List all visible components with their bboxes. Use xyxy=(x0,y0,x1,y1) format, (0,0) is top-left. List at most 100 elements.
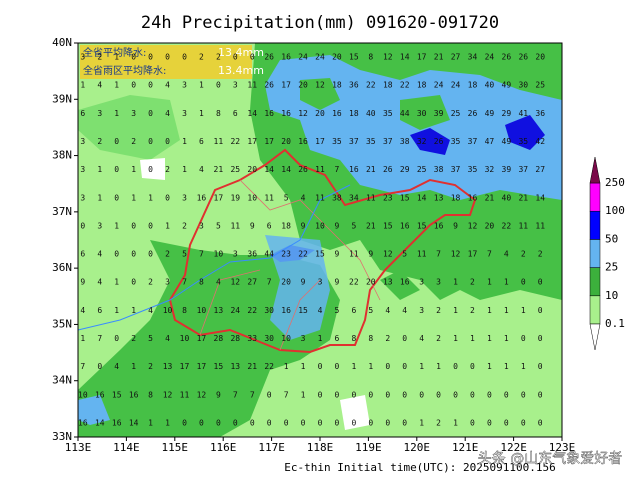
station-value: 25 xyxy=(417,165,427,174)
colorbar-segment xyxy=(589,239,601,268)
station-value: 1 xyxy=(470,334,475,343)
station-value: 14 xyxy=(264,165,274,174)
station-value: 0 xyxy=(402,418,407,427)
station-value: 2 xyxy=(385,334,390,343)
station-value: 26 xyxy=(264,81,274,90)
station-value: 16 xyxy=(400,221,410,230)
station-value: 1 xyxy=(453,306,458,315)
station-value: 0 xyxy=(504,390,509,399)
station-value: 44 xyxy=(264,250,274,259)
station-value: 4 xyxy=(318,306,323,315)
y-tick-label: 38N xyxy=(52,149,72,162)
station-value: 3 xyxy=(233,81,238,90)
station-value: 29 xyxy=(502,109,512,118)
station-value: 28 xyxy=(214,334,224,343)
station-value: 37 xyxy=(349,137,359,146)
station-value: 1 xyxy=(419,418,424,427)
station-value: 4 xyxy=(385,306,390,315)
station-value: 0 xyxy=(165,193,170,202)
no-rain-area xyxy=(340,395,370,430)
station-value: 21 xyxy=(247,362,257,371)
station-value: 4 xyxy=(402,306,407,315)
station-value: 1 xyxy=(453,334,458,343)
station-value: 16 xyxy=(349,165,359,174)
station-value: 2 xyxy=(436,306,441,315)
y-tick-label: 39N xyxy=(52,92,72,105)
heavy-rain-area xyxy=(78,395,110,425)
station-value: 12 xyxy=(383,53,393,62)
station-value: 36 xyxy=(247,250,257,259)
station-value: 0 xyxy=(148,53,153,62)
station-value: 18 xyxy=(332,81,342,90)
heavy-rain-area xyxy=(265,55,562,200)
station-value: 11 xyxy=(180,390,190,399)
station-value: 0 xyxy=(351,390,356,399)
station-value: 0 xyxy=(470,390,475,399)
station-value: 12 xyxy=(230,278,240,287)
station-value: 21 xyxy=(366,221,376,230)
station-value: 1 xyxy=(487,306,492,315)
x-tick-label: 122E xyxy=(500,441,527,454)
station-value: 22 xyxy=(264,362,274,371)
station-value: 24 xyxy=(230,306,240,315)
station-value: 25 xyxy=(535,81,545,90)
station-value: 23 xyxy=(281,250,291,259)
station-value: 6 xyxy=(80,109,85,118)
station-value: 7 xyxy=(436,250,441,259)
station-value: 3 xyxy=(318,278,323,287)
station-value: 36 xyxy=(535,109,545,118)
station-value: 16 xyxy=(468,193,478,202)
station-value: 12 xyxy=(383,250,393,259)
station-value: 20 xyxy=(485,221,495,230)
station-value: 1 xyxy=(521,306,526,315)
title: 24h Precipitation(mm) 091620-091720 xyxy=(141,13,499,33)
station-value: 30 xyxy=(417,109,427,118)
station-value: 9 xyxy=(216,390,221,399)
station-value: 37 xyxy=(518,165,528,174)
station-value: 3 xyxy=(419,278,424,287)
map-area xyxy=(77,42,563,438)
x-tick-label: 113E xyxy=(65,441,92,454)
station-value: 15 xyxy=(349,53,359,62)
station-value: 26 xyxy=(518,53,528,62)
station-value: 9 xyxy=(335,221,340,230)
station-value: 0 xyxy=(148,221,153,230)
station-value: 9 xyxy=(335,278,340,287)
station-value: 11 xyxy=(264,193,274,202)
station-value: 10 xyxy=(247,193,257,202)
station-value: 15 xyxy=(383,221,393,230)
station-value: 16 xyxy=(95,390,105,399)
station-value: 15 xyxy=(298,306,308,315)
station-value: 4 xyxy=(419,334,424,343)
station-value: 0 xyxy=(335,362,340,371)
station-value: 11 xyxy=(366,193,376,202)
station-value: 38 xyxy=(434,165,444,174)
station-value: 13 xyxy=(163,362,173,371)
station-value: 26 xyxy=(383,165,393,174)
station-value: 7 xyxy=(182,278,187,287)
station-value: 0 xyxy=(131,250,136,259)
station-value: 0 xyxy=(165,137,170,146)
x-tick-label: 116E xyxy=(210,441,237,454)
station-value: 9 xyxy=(301,278,306,287)
station-value: 7 xyxy=(80,362,85,371)
station-value: 5 xyxy=(148,334,153,343)
station-value: 0 xyxy=(335,390,340,399)
station-value: 37 xyxy=(383,137,393,146)
station-value: 7 xyxy=(233,390,238,399)
station-value: 1 xyxy=(318,334,323,343)
station-value: 1 xyxy=(148,193,153,202)
station-value: 16 xyxy=(298,137,308,146)
station-value: 1 xyxy=(436,362,441,371)
station-value: 14 xyxy=(247,109,257,118)
station-value: 16 xyxy=(129,390,139,399)
station-value: 23 xyxy=(383,193,393,202)
station-value: 5 xyxy=(216,221,221,230)
station-value: 14 xyxy=(281,165,291,174)
station-value: 4 xyxy=(199,165,204,174)
station-value: 1 xyxy=(521,362,526,371)
station-value: 9 xyxy=(80,278,85,287)
station-value: 0 xyxy=(284,418,289,427)
station-value: 0 xyxy=(148,165,153,174)
